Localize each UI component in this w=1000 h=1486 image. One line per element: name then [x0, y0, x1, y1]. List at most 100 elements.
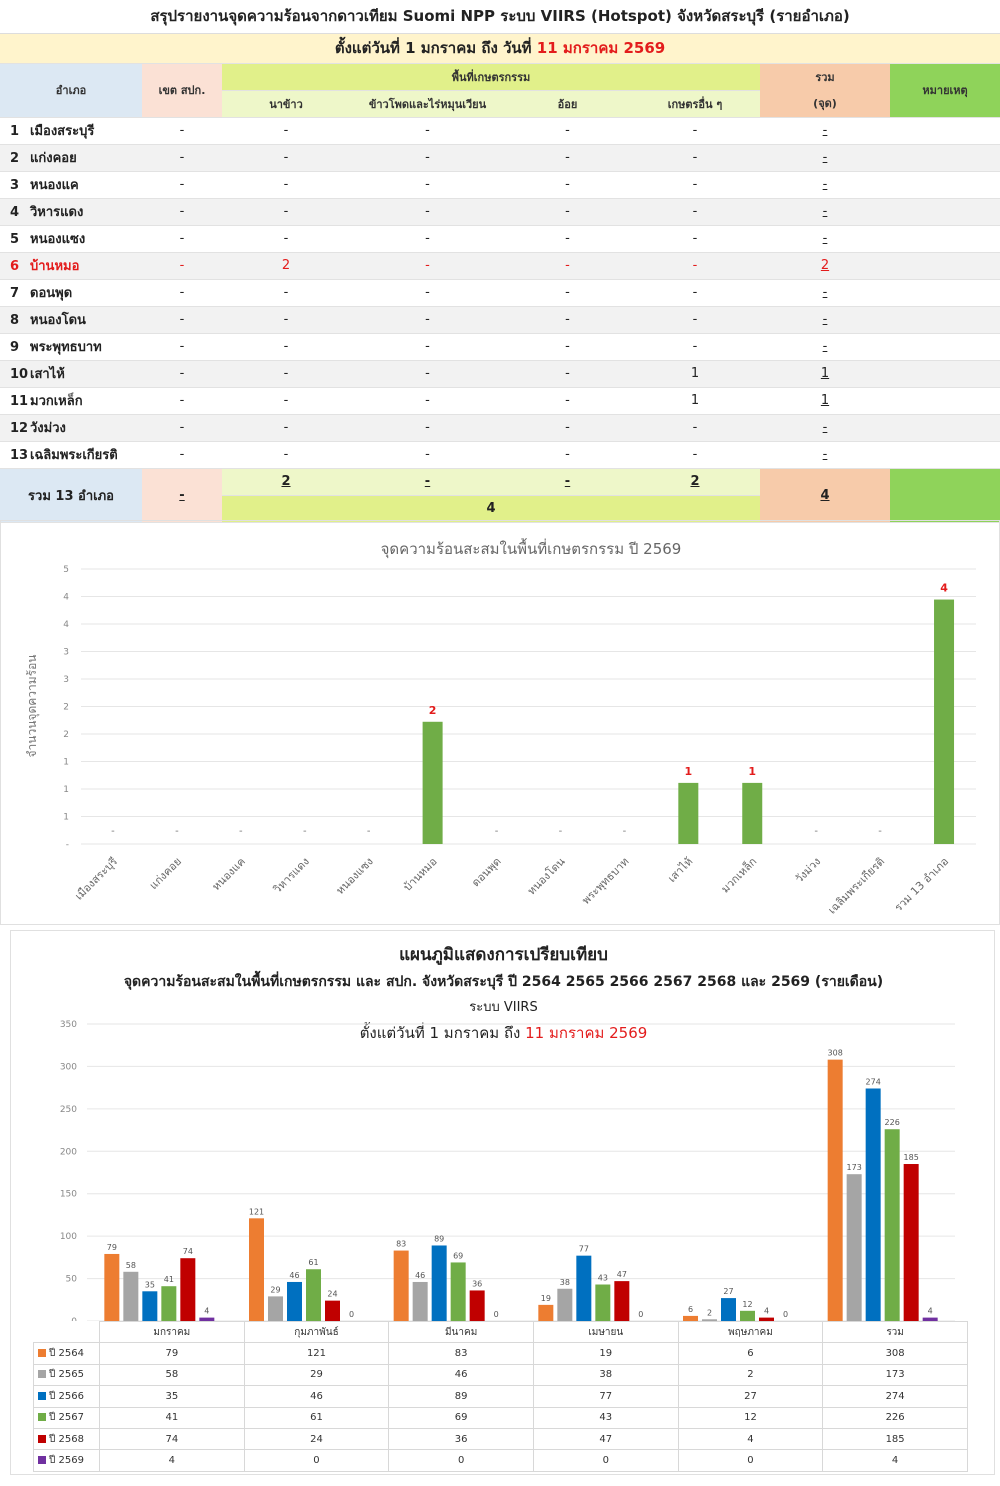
value-cell: 274	[822, 1385, 968, 1408]
value-cell: 0	[532, 1449, 679, 1472]
district-name: 2 แก่งคอย	[0, 144, 142, 172]
district-label: หนองโดน	[30, 313, 86, 328]
x-tick-label: แก่งคอย	[147, 855, 184, 892]
value-cell: 0	[677, 1449, 824, 1472]
cell-zone: -	[142, 306, 222, 334]
data-label: -	[175, 826, 179, 837]
summary-note	[890, 468, 1000, 523]
value-cell: 185	[822, 1427, 968, 1451]
bar	[104, 1253, 120, 1321]
district-label: วังม่วง	[30, 421, 66, 436]
cell-rice: -	[222, 144, 350, 172]
legend-swatch	[38, 1456, 46, 1465]
data-label: 29	[270, 1285, 280, 1294]
district-label: แก่งคอย	[30, 151, 77, 166]
cell-total: -	[760, 198, 890, 226]
table-row: ปี 2565 58 29 46 38 2 173	[33, 1363, 968, 1387]
cell-note	[890, 198, 1000, 226]
data-label: 27	[723, 1287, 733, 1296]
cell-corn: -	[350, 171, 505, 199]
cell-total: -	[760, 279, 890, 307]
cell-total: -	[760, 441, 890, 469]
data-label: 0	[638, 1310, 643, 1319]
bar	[922, 1317, 938, 1321]
y-tick-label: 4	[63, 620, 69, 630]
table-row: 12 วังม่วง - - - - - -	[0, 414, 1000, 442]
district-name: 3 หนองแค	[0, 171, 142, 199]
x-tick-label: บ้านหมอ	[401, 855, 440, 894]
cell-cane: -	[505, 360, 630, 388]
x-tick-label: วังม่วง	[793, 855, 824, 886]
summary-corn: -	[350, 468, 505, 496]
y-tick-label: 300	[60, 1062, 77, 1072]
data-label: 47	[617, 1270, 627, 1279]
table-row: 11 มวกเหล็ก - - - -1 1	[0, 387, 1000, 415]
y-tick-label: 1	[63, 785, 69, 795]
cell-cane: -	[505, 144, 630, 172]
table-row: 5 หนองแซง - - - - - -	[0, 225, 1000, 253]
bar	[450, 1262, 466, 1321]
data-label: -	[559, 826, 563, 837]
x-tick-label: เมืองสระบุรี	[72, 855, 120, 903]
cell-corn: -	[350, 144, 505, 172]
cell-zone: -	[142, 414, 222, 442]
bar	[576, 1255, 592, 1321]
value-cell: 4	[677, 1427, 824, 1451]
summary-rice: 2	[222, 468, 350, 496]
value-cell: 308	[822, 1342, 968, 1365]
cell-other: -	[630, 306, 760, 334]
cell-rice: -	[222, 279, 350, 307]
cell-corn: -	[350, 333, 505, 361]
cell-zone: -	[142, 252, 222, 280]
summary-label: รวม 13 อำเภอ	[0, 468, 142, 523]
header-zone: เขต สปก.	[142, 63, 222, 118]
bar	[469, 1290, 485, 1321]
x-tick-label: รวม 13 อำเภอ	[892, 855, 951, 914]
value-cell: 27	[677, 1385, 824, 1408]
table-row: 8 หนองโดน - - - - - -	[0, 306, 1000, 334]
value-cell: 4	[99, 1449, 245, 1472]
district-chart-ylabel: จำนวนจุดความร้อน	[25, 654, 40, 757]
bar	[742, 782, 763, 844]
table-row: 4 วิหารแดง - - - - - -	[0, 198, 1000, 226]
cell-total: 1	[760, 387, 890, 415]
cell-rice: -	[222, 333, 350, 361]
value-cell: 36	[388, 1427, 534, 1451]
cell-other: -	[630, 441, 760, 469]
cell-other: -	[630, 414, 760, 442]
bar	[393, 1250, 409, 1321]
cell-cane: -	[505, 306, 630, 334]
cell-other: -	[630, 198, 760, 226]
cell-cane: -	[505, 387, 630, 415]
district-label: วิหารแดง	[30, 205, 84, 220]
cell-total: -	[760, 144, 890, 172]
comparison-subtitle: จุดความร้อนสะสมในพื้นที่เกษตรกรรม และ สป…	[123, 974, 884, 990]
bar	[161, 1286, 177, 1321]
cell-total: -	[760, 306, 890, 334]
data-label: 6	[688, 1305, 693, 1314]
data-label: 69	[453, 1251, 463, 1260]
bar	[123, 1271, 139, 1321]
data-label: 2	[429, 704, 437, 717]
x-tick-label: หนองแค	[210, 855, 248, 893]
header-other: เกษตรอื่น ๆ	[630, 90, 760, 118]
series-legend: ปี 2565	[33, 1363, 100, 1387]
bar	[557, 1288, 573, 1321]
value-cell: 83	[388, 1342, 534, 1365]
bar	[268, 1296, 283, 1321]
cell-zone: -	[142, 144, 222, 172]
date-end: 11 มกราคม 2569	[536, 39, 666, 57]
summary-agri-total: 4	[222, 495, 760, 523]
y-tick-label: 5	[63, 565, 69, 575]
cell-note	[890, 441, 1000, 469]
bar	[412, 1281, 428, 1321]
date-prefix: ตั้งแต่วันที่ 1 มกราคม ถึง วันที่	[334, 39, 532, 57]
comparison-system: ระบบ VIIRS	[469, 1000, 538, 1015]
bar	[614, 1281, 630, 1321]
table-row: 2 แก่งคอย - - - - - -	[0, 144, 1000, 172]
category-label: เมษายน	[532, 1320, 679, 1344]
header-total: รวม	[760, 63, 890, 90]
cell-cane: -	[505, 333, 630, 361]
data-label: 46	[415, 1271, 425, 1280]
value-cell: 6	[677, 1342, 824, 1365]
